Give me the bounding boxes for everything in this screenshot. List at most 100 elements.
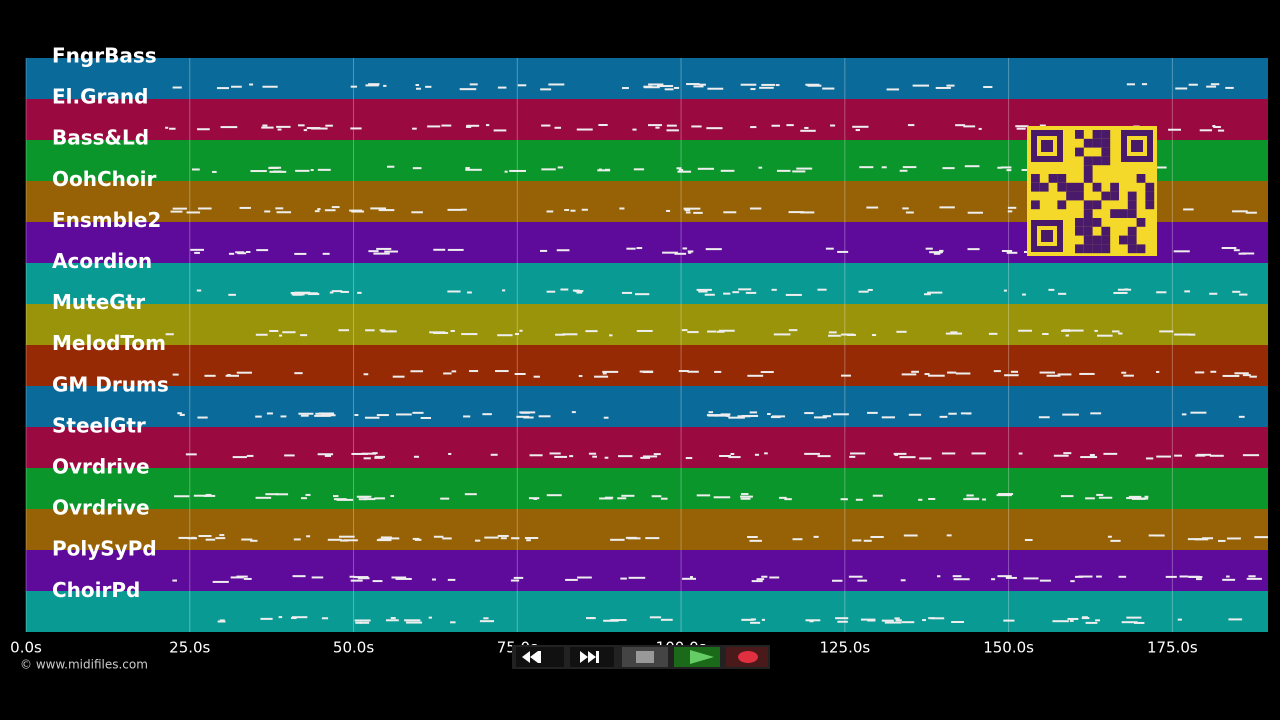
note: [261, 126, 274, 129]
forward-button[interactable]: [570, 647, 614, 667]
note: [198, 534, 212, 537]
note: [967, 211, 983, 214]
note: [549, 452, 561, 455]
note: [1184, 290, 1191, 293]
note: [278, 616, 283, 619]
note: [441, 124, 452, 127]
note: [1239, 293, 1248, 296]
note: [1003, 289, 1007, 292]
stop-button[interactable]: [622, 647, 668, 667]
note: [788, 211, 804, 214]
note: [707, 87, 724, 90]
note: [648, 83, 664, 86]
record-button[interactable]: [726, 647, 768, 667]
time-tick-label: 0.0s: [10, 639, 42, 657]
note: [626, 247, 636, 250]
track-band: [26, 468, 1268, 509]
note: [581, 208, 588, 211]
note: [1060, 495, 1074, 498]
note: [576, 291, 583, 294]
note: [556, 249, 570, 252]
watermark: © www.midifiles.com: [20, 658, 148, 672]
note: [618, 455, 633, 458]
note: [325, 124, 333, 127]
note: [541, 124, 551, 127]
note: [833, 413, 849, 416]
note: [1126, 83, 1136, 86]
note: [948, 412, 957, 415]
note: [502, 289, 506, 292]
note: [303, 129, 308, 132]
track-name: Ovrdrive: [52, 496, 150, 520]
note: [1238, 415, 1245, 418]
note: [370, 207, 387, 210]
note: [785, 293, 802, 296]
note: [1113, 291, 1128, 294]
note: [586, 617, 596, 620]
note: [1210, 83, 1220, 86]
note: [1048, 288, 1055, 291]
note: [723, 211, 737, 214]
note: [364, 498, 376, 501]
note: [513, 576, 524, 579]
note: [1039, 124, 1046, 127]
note: [1212, 125, 1216, 128]
note: [540, 249, 548, 252]
rewind-button[interactable]: [516, 647, 564, 667]
note: [358, 498, 367, 501]
note: [867, 288, 873, 291]
note: [919, 457, 932, 460]
note: [291, 616, 308, 619]
track-name: MuteGtr: [52, 290, 145, 314]
note: [383, 84, 387, 87]
play-button[interactable]: [674, 647, 720, 667]
note: [693, 211, 703, 214]
note: [465, 125, 472, 128]
note: [899, 456, 916, 459]
note: [232, 456, 247, 459]
note: [1233, 249, 1240, 252]
note: [215, 537, 226, 540]
note: [255, 496, 272, 499]
note: [822, 87, 835, 90]
note: [1234, 372, 1249, 375]
note: [902, 166, 917, 169]
note: [1141, 83, 1148, 86]
note: [751, 580, 763, 583]
note: [1196, 453, 1212, 456]
note: [465, 168, 482, 171]
note: [447, 290, 461, 293]
note: [828, 334, 841, 337]
note: [431, 578, 437, 581]
track-name: Ensmble2: [52, 208, 161, 232]
note: [1168, 128, 1182, 131]
note: [1121, 371, 1127, 374]
note: [1232, 290, 1241, 293]
note: [1221, 247, 1237, 250]
note: [376, 247, 392, 250]
note: [349, 209, 363, 212]
note: [1226, 575, 1230, 578]
note: [666, 129, 679, 132]
note: [276, 211, 292, 214]
note: [485, 124, 490, 127]
note: [1062, 413, 1079, 416]
note: [1188, 333, 1196, 336]
note: [982, 498, 987, 501]
note: [740, 497, 751, 500]
note: [786, 124, 794, 127]
note: [633, 168, 645, 171]
note: [749, 539, 762, 542]
note: [627, 537, 641, 540]
note: [660, 497, 668, 500]
note: [1018, 329, 1032, 332]
time-tick-label: 175.0s: [1147, 639, 1198, 657]
note: [704, 293, 715, 296]
note: [1225, 86, 1234, 89]
note: [236, 371, 252, 374]
time-tick-label: 25.0s: [169, 639, 210, 657]
note: [867, 619, 876, 622]
note: [900, 579, 906, 582]
note: [773, 333, 791, 336]
note: [728, 456, 741, 459]
